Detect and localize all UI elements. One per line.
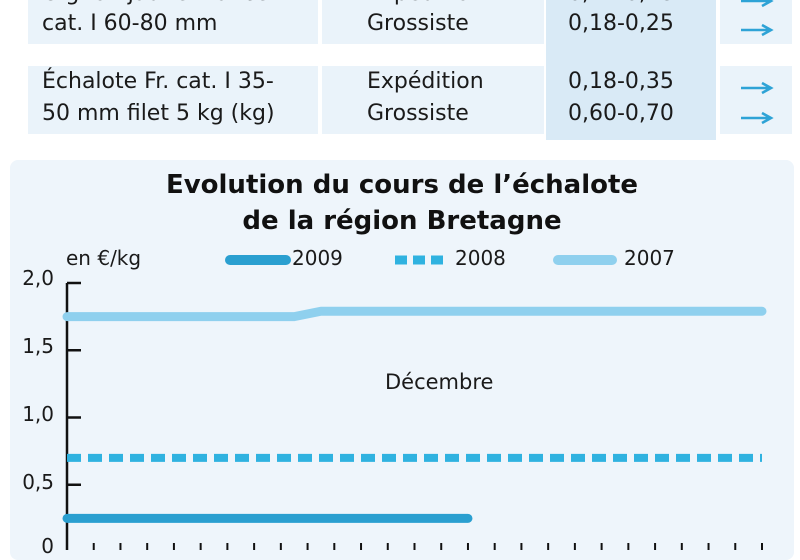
y-tick-label: 2,0 [22,266,54,290]
price-range: 0,14-0,18 [568,0,674,10]
product-name-line: cat. I 60-80 mm [42,11,218,36]
stable-arrow-icon [741,0,774,8]
legend-label-2007: 2007 [624,246,675,270]
price-table: Oignon jaune France cat. I 60-80 mm Expé… [0,0,800,140]
market-label: Grossiste [367,101,469,126]
market-label: Grossiste [367,11,469,36]
product-name-line: 50 mm filet 5 kg (kg) [42,101,275,126]
stable-arrow-icon [741,23,774,37]
price-range: 0,18-0,25 [568,11,674,36]
y-tick-label: 0,5 [22,470,54,494]
y-axis-unit: en €/kg [66,246,142,270]
trend-cell-bg [720,66,792,134]
stable-arrow-icon [741,111,774,125]
trend-cell-bg [720,0,792,44]
market-label: Expédition [367,69,484,94]
y-tick-label: 1,0 [22,402,54,426]
legend-label-2009: 2009 [292,246,343,270]
chart-annotation: Décembre [385,370,494,394]
stable-arrow-icon [741,81,774,95]
market-cell-bg [322,0,544,44]
series-line-2007 [62,306,767,322]
product-name-line: Échalote Fr. cat. I 35- [42,69,274,94]
market-cell-bg [322,66,544,134]
chart-panel [10,160,794,560]
product-cell-bg [28,66,318,134]
legend-label-2008: 2008 [455,246,506,270]
price-range: 0,60-0,70 [568,101,674,126]
price-column-bg [546,0,716,140]
chart-title-line-1: Evolution du cours de l’échalote [165,170,639,200]
chart-title-line-2: de la région Bretagne [242,206,562,236]
product-cell-bg [28,0,318,44]
price-range: 0,18-0,35 [568,69,674,94]
y-tick-label: 1,5 [22,334,54,358]
market-label: Expédition [367,0,484,10]
product-name-line: Oignon jaune France [42,0,269,10]
